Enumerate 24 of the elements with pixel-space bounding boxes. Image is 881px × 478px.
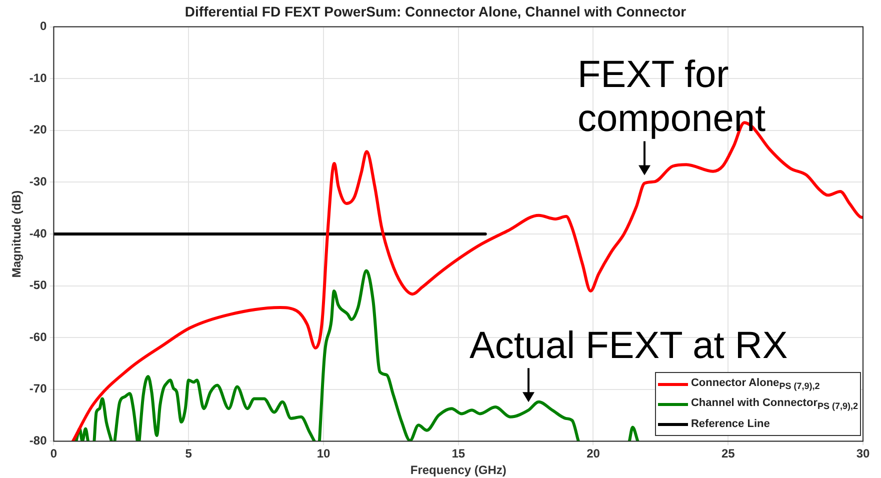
x-tick-label: 0 — [50, 446, 58, 461]
x-tick-label: 5 — [185, 446, 192, 461]
y-axis-title: Magnitude (dB) — [10, 190, 24, 278]
x-tick-label: 30 — [856, 446, 870, 461]
x-axis-title: Frequency (GHz) — [410, 463, 506, 478]
y-tick-label: -70 — [29, 382, 48, 396]
y-tick-label: -20 — [29, 122, 48, 137]
legend-label: Channel with Connector$_{PS (7,9),2}$ — [690, 397, 858, 412]
y-tick-label: -40 — [29, 226, 48, 240]
annotation: FEXT for component — [578, 54, 766, 140]
x-tick-label: 15 — [452, 446, 466, 461]
y-tick-label: -10 — [29, 70, 48, 85]
y-tick-label: -30 — [29, 174, 48, 189]
legend-label: Connector Alone$_{PS (7,9),2}$ — [690, 377, 820, 392]
y-tick-label: -60 — [29, 330, 48, 344]
y-tick-label: -50 — [29, 278, 48, 292]
chart-title: Differential FD FEXT PowerSum: Connector Alone, Channel with Connector — [184, 3, 687, 20]
annotation: Actual FEXT at RX — [470, 325, 788, 368]
legend-label: Reference Line — [690, 418, 770, 430]
x-tick-label: 20 — [586, 446, 600, 461]
x-tick-label: 10 — [316, 446, 330, 461]
y-tick-label: 0 — [40, 19, 48, 34]
y-tick-label: -80 — [29, 434, 48, 448]
x-tick-label: 25 — [721, 446, 736, 461]
